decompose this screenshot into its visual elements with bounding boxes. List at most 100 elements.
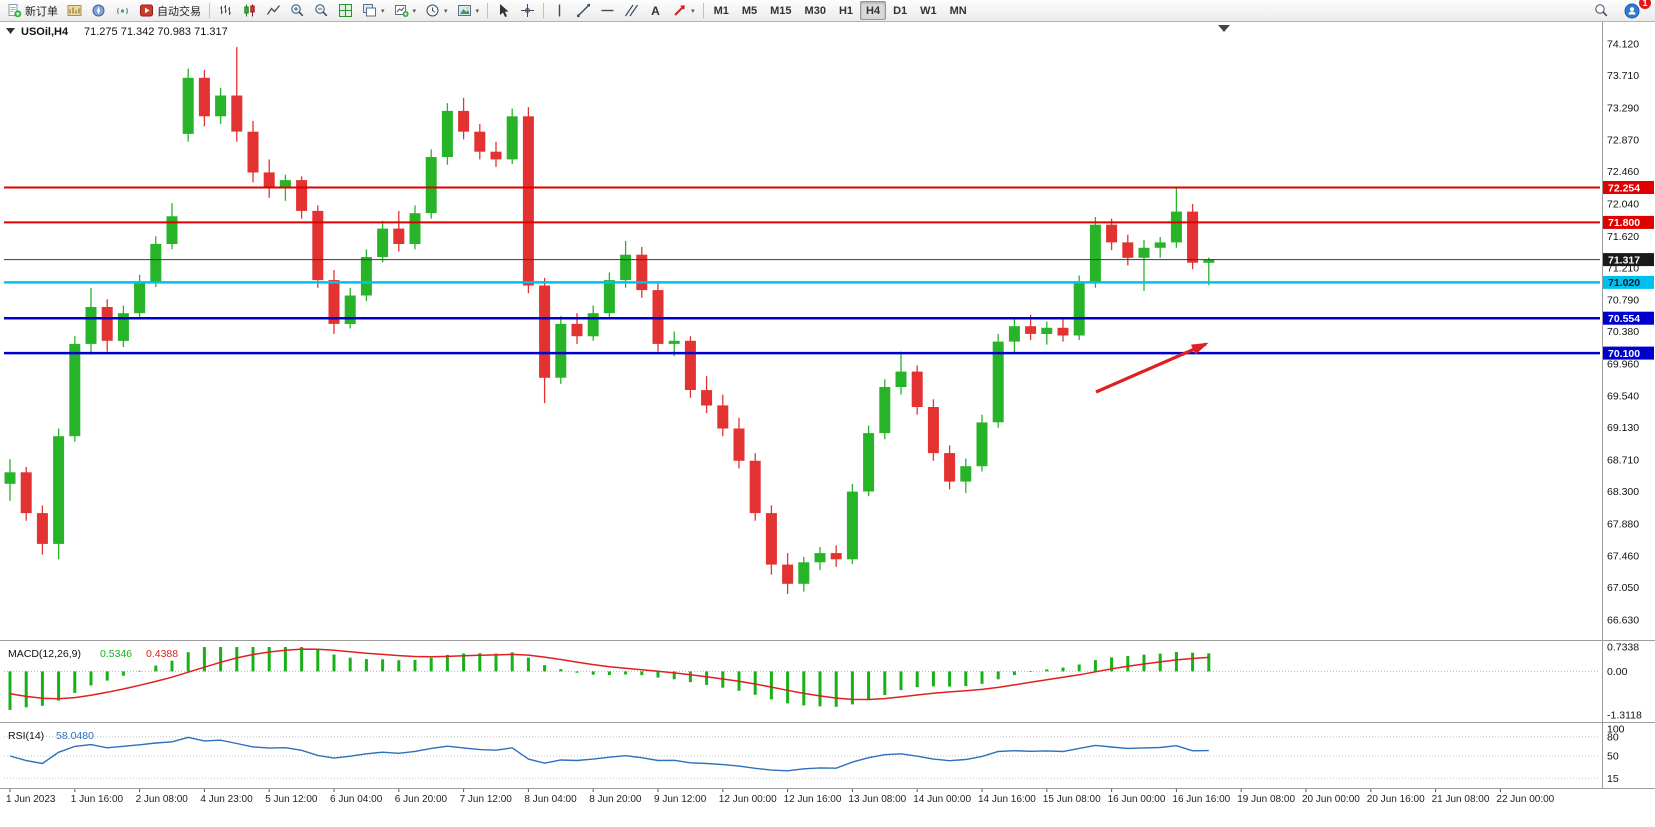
timeframe-m5-button[interactable]: M5 xyxy=(736,1,763,20)
macd-indicator-label: MACD(12,26,9) xyxy=(8,648,81,660)
zoom-out-icon xyxy=(315,4,328,17)
zoom-in-button[interactable] xyxy=(286,1,309,20)
candle-body xyxy=(150,243,162,283)
candle-body xyxy=(976,422,988,467)
candle-body xyxy=(879,387,891,434)
candle-body xyxy=(814,553,826,563)
cascade-caret-icon: ▾ xyxy=(381,7,385,15)
time-axis-label: 16 Jun 16:00 xyxy=(1172,794,1230,805)
candle-body xyxy=(522,116,534,286)
price-axis-label: 71.620 xyxy=(1607,231,1639,243)
price-axis-label: 72.040 xyxy=(1607,199,1639,211)
price-axis-label: 69.960 xyxy=(1607,358,1639,370)
toolbar-separator xyxy=(543,3,545,18)
trendline-button[interactable] xyxy=(572,1,595,20)
candle-body xyxy=(1041,327,1053,334)
resistance-line-lower-price-tag xyxy=(1603,215,1654,229)
bars-chart-button[interactable] xyxy=(214,1,237,20)
timeframe-m15-button[interactable]: M15 xyxy=(764,1,797,20)
candles-layer xyxy=(4,47,1215,594)
time-axis-label: 9 Jun 12:00 xyxy=(654,794,707,805)
timeframe-m30-button[interactable]: M30 xyxy=(799,1,832,20)
time-axis[interactable]: 1 Jun 2023 1 Jun 16:00 2 Jun 08:00 4 Jun 23… xyxy=(6,788,1555,805)
market-watch-button[interactable] xyxy=(63,1,86,20)
vertical-line-button[interactable] xyxy=(548,1,571,20)
price-axis-label: 72.870 xyxy=(1607,135,1639,147)
templates-caret-icon: ▾ xyxy=(475,7,480,15)
support-line-blue-upper-price-tag xyxy=(1603,311,1654,325)
timeframe-m1-button[interactable]: M1 xyxy=(708,1,735,20)
timeframe-h1-button[interactable]: H1 xyxy=(833,1,859,20)
crosshair-button[interactable] xyxy=(516,1,539,20)
cascade-windows-button[interactable]: ▾ xyxy=(358,1,389,20)
community-button[interactable] xyxy=(1620,1,1644,20)
candle-body xyxy=(1138,247,1150,258)
chart-shift-marker[interactable] xyxy=(1218,25,1230,32)
horizontal-line-button[interactable] xyxy=(596,1,619,20)
one-click-trading-toggle-icon[interactable] xyxy=(6,28,15,34)
time-axis-label: 13 Jun 08:00 xyxy=(848,794,906,805)
search-button[interactable] xyxy=(1590,1,1613,20)
candle-body xyxy=(247,131,259,173)
arrows-tool-button[interactable]: ▾ xyxy=(668,1,699,20)
candle-body xyxy=(360,257,372,296)
cursor-button[interactable] xyxy=(492,1,515,20)
candle-body xyxy=(539,285,551,378)
main-toolbar: 新订单 自动交易 xyxy=(0,0,1655,22)
candle-body xyxy=(263,172,275,188)
autotrading-button[interactable]: 自动交易 xyxy=(135,1,205,20)
text-icon: A xyxy=(651,4,660,18)
candle-body xyxy=(620,254,632,281)
macd-signal-line xyxy=(9,648,1209,701)
candle-body xyxy=(1154,242,1166,248)
timeframe-d1-button[interactable]: D1 xyxy=(887,1,913,20)
candle-body xyxy=(20,472,32,514)
time-axis-label: 14 Jun 16:00 xyxy=(978,794,1036,805)
candles-chart-button[interactable] xyxy=(238,1,261,20)
resistance-line-upper-price-tag xyxy=(1603,181,1654,194)
candle-body xyxy=(944,453,956,482)
toolbar-right-group: 1 xyxy=(1590,0,1652,20)
rsi-indicator-label: RSI(14) xyxy=(8,730,44,742)
search-icon xyxy=(1595,4,1608,17)
new-chart-caret-icon: ▾ xyxy=(412,7,417,15)
navigator-button[interactable] xyxy=(87,1,110,20)
new-chart-button[interactable]: ▾ xyxy=(390,1,421,20)
tile-windows-button[interactable] xyxy=(334,1,357,20)
candle-body xyxy=(1106,224,1118,243)
annotation-arrow-shaft[interactable] xyxy=(1095,342,1207,394)
zoom-out-button[interactable] xyxy=(310,1,333,20)
candle-body xyxy=(506,116,518,160)
candle-body xyxy=(636,254,648,291)
notification-badge[interactable]: 1 xyxy=(1639,0,1651,9)
time-axis-label: 15 Jun 08:00 xyxy=(1043,794,1101,805)
chart-ohlc-values: 71.275 71.342 70.983 71.317 xyxy=(84,26,228,38)
candle-body xyxy=(927,407,939,454)
time-axis-label: 5 Jun 12:00 xyxy=(265,794,318,805)
annotation-layer xyxy=(1095,342,1209,394)
price-axis-label: 70.380 xyxy=(1607,326,1639,338)
templates-button[interactable]: ▾ xyxy=(453,1,484,20)
price-axis[interactable]: 74.120 73.710 73.290 72.870 72.460 72.040 71.6… xyxy=(1607,39,1639,627)
timeframe-mn-button[interactable]: MN xyxy=(944,1,973,20)
candle-body xyxy=(474,131,486,152)
time-axis-label: 6 Jun 04:00 xyxy=(330,794,383,805)
time-axis-label: 7 Jun 12:00 xyxy=(460,794,513,805)
channel-button[interactable] xyxy=(620,1,643,20)
autotrading-label: 自动交易 xyxy=(157,5,201,18)
timeframe-h4-button[interactable]: H4 xyxy=(860,1,887,20)
candle-body xyxy=(603,280,615,314)
time-axis-label: 8 Jun 04:00 xyxy=(524,794,577,805)
signals-button[interactable] xyxy=(111,1,134,20)
new-order-button[interactable]: 新订单 xyxy=(3,1,62,20)
timeframe-w1-button[interactable]: W1 xyxy=(914,1,943,20)
text-tool-button[interactable]: A xyxy=(644,1,667,20)
annotation-arrow-head xyxy=(1191,342,1209,355)
navigator-icon xyxy=(92,4,105,17)
candle-body xyxy=(911,371,923,407)
line-chart-button[interactable] xyxy=(262,1,285,20)
profiles-button[interactable]: ▾ xyxy=(421,1,452,20)
candle-body xyxy=(1073,283,1085,336)
candle-body xyxy=(279,180,291,188)
